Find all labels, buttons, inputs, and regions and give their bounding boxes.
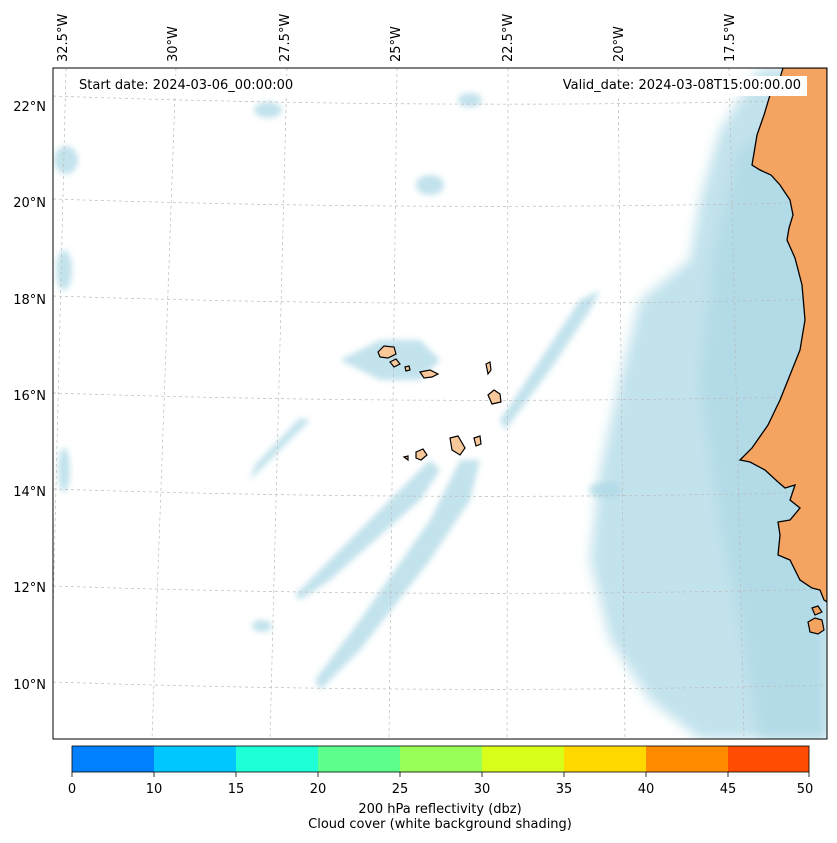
- colorbar-tick-label: 35: [556, 782, 573, 797]
- colorbar-tick-label: 40: [638, 782, 655, 797]
- colorbar-tick-label: 50: [797, 782, 814, 797]
- lon-label: 30°W: [166, 26, 181, 62]
- cloud-streak-1: [295, 460, 440, 600]
- island-santa-luzia: [404, 365, 411, 372]
- cloud-patch-3: [58, 448, 70, 492]
- map-frame: [52, 67, 828, 740]
- longitude-labels: 32.5°W 30°W 27.5°W 25°W 22.5°W 20°W 17.5…: [56, 14, 738, 62]
- graticule: [53, 68, 827, 739]
- colorbar-segment: [154, 746, 236, 772]
- colorbar-label: 200 hPa reflectivity (dbz): [358, 802, 522, 817]
- cloud-patch-1: [54, 146, 78, 174]
- island-santo-antao: [377, 345, 397, 359]
- colorbar-segment: [400, 746, 482, 772]
- colorbar-tick-label: 30: [474, 782, 491, 797]
- meridian: [506, 68, 509, 739]
- meridian: [617, 68, 626, 739]
- island-maio: [473, 435, 482, 447]
- parallel: [53, 392, 827, 401]
- start-date-label: Start date: 2024-03-06_00:00:00: [73, 76, 300, 96]
- lat-label: 20°N: [13, 196, 46, 211]
- lat-label: 10°N: [13, 678, 46, 693]
- colorbar: 0 10 15 20 25 30 35 40 45 50: [68, 745, 814, 797]
- lat-label: 14°N: [13, 485, 46, 500]
- lat-label: 12°N: [13, 581, 46, 596]
- colorbar-tick-label: 45: [720, 782, 737, 797]
- meridian: [388, 68, 398, 739]
- cloud-patch-5: [416, 175, 444, 195]
- colorbar-segment: [728, 746, 809, 772]
- lon-label: 27.5°W: [278, 14, 293, 62]
- island-sao-vicente: [389, 358, 401, 368]
- cloud-streak-2: [315, 460, 480, 690]
- colorbar-segment: [646, 746, 728, 772]
- cloud-streak-5: [340, 340, 440, 380]
- africa-landmass: [738, 68, 827, 603]
- latitude-labels: 22°N 20°N 18°N 16°N 14°N 12°N 10°N: [13, 100, 46, 693]
- lon-label: 32.5°W: [56, 14, 71, 62]
- colorbar-segment: [564, 746, 646, 772]
- parallel: [53, 585, 827, 594]
- island-sao-nicolau: [419, 369, 440, 379]
- lon-label: 20°W: [612, 26, 627, 62]
- cloud-patch-2: [56, 250, 72, 290]
- colorbar-tick-label: 0: [68, 782, 76, 797]
- colorbar-tick-label: 10: [146, 782, 163, 797]
- island-fogo: [415, 448, 428, 461]
- valid-date-label: Valid_date: 2024-03-08T15:00:00.00: [556, 76, 807, 96]
- parallel: [53, 681, 827, 690]
- colorbar-segment: [72, 746, 154, 772]
- cloud-streak-3: [250, 418, 310, 480]
- parallel: [53, 95, 827, 105]
- cloud-patch-8: [589, 482, 621, 498]
- colorbar-sublabel: Cloud cover (white background shading): [308, 817, 572, 832]
- parallel: [53, 488, 827, 497]
- cloud-patch-6: [458, 93, 482, 107]
- island-boa-vista: [487, 389, 502, 405]
- lat-label: 16°N: [13, 389, 46, 404]
- colorbar-segment: [318, 746, 400, 772]
- cloud-patch-7: [252, 620, 272, 632]
- lat-label: 18°N: [13, 293, 46, 308]
- meridian: [728, 68, 745, 739]
- colorbar-tick-label: 15: [228, 782, 245, 797]
- lat-label: 22°N: [13, 100, 46, 115]
- meridian: [151, 68, 177, 739]
- colorbar-caption: 200 hPa reflectivity (dbz) Cloud cover (…: [0, 802, 837, 832]
- colorbar-segment: [482, 746, 564, 772]
- meridian: [269, 68, 288, 739]
- lon-label: 25°W: [389, 26, 404, 62]
- colorbar-tick-label: 25: [392, 782, 409, 797]
- colorbar-frame: [71, 745, 810, 773]
- cape-verde-islands: [377, 345, 502, 462]
- lon-label: 22.5°W: [501, 14, 516, 62]
- parallel: [53, 198, 827, 207]
- lon-label: 17.5°W: [723, 14, 738, 62]
- colorbar-tick-label: 20: [310, 782, 327, 797]
- coastal-island: [811, 605, 823, 616]
- coastal-island: [807, 617, 825, 635]
- island-brava: [402, 455, 409, 462]
- island-santiago: [449, 435, 466, 456]
- parallel: [53, 295, 827, 304]
- cloud-streak-4: [500, 290, 600, 430]
- colorbar-segment: [236, 746, 318, 772]
- cloud-patch-4: [254, 102, 282, 118]
- island-sal: [485, 361, 492, 376]
